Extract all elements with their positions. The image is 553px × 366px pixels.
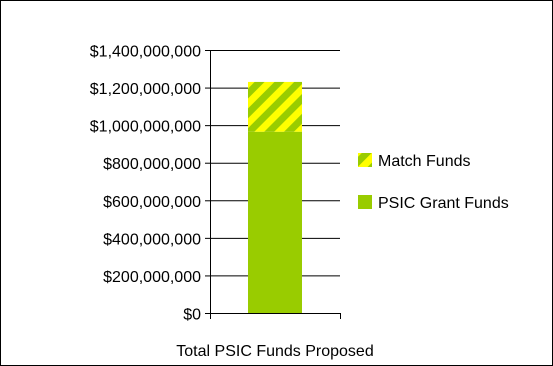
y-tick-label: $800,000,000 xyxy=(103,156,201,173)
y-tick-label: $400,000,000 xyxy=(103,231,201,248)
legend: Match Funds PSIC Grant Funds xyxy=(358,153,509,212)
y-tick-labels: $0 $200,000,000 $400,000,000 $600,000,000 $8… xyxy=(90,44,201,324)
bar-match-funds xyxy=(248,81,302,132)
bars xyxy=(248,81,302,313)
x-tick-label: Total PSIC Funds Proposed xyxy=(176,343,373,360)
y-tick-label: $1,000,000,000 xyxy=(90,119,201,136)
y-tick-label: $1,400,000,000 xyxy=(90,44,201,61)
legend-swatch xyxy=(358,195,372,209)
y-tick-label: $600,000,000 xyxy=(103,194,201,211)
y-tick-label: $200,000,000 xyxy=(103,269,201,286)
x-tick-labels: Total PSIC Funds Proposed xyxy=(176,343,373,360)
y-tick-label: $0 xyxy=(183,307,201,324)
legend-label: Match Funds xyxy=(378,153,470,170)
legend-swatch xyxy=(358,153,372,167)
bar-psic-grant-funds xyxy=(248,131,302,313)
legend-label: PSIC Grant Funds xyxy=(378,195,509,212)
axes xyxy=(205,50,341,319)
y-tick-label: $1,200,000,000 xyxy=(90,81,201,98)
